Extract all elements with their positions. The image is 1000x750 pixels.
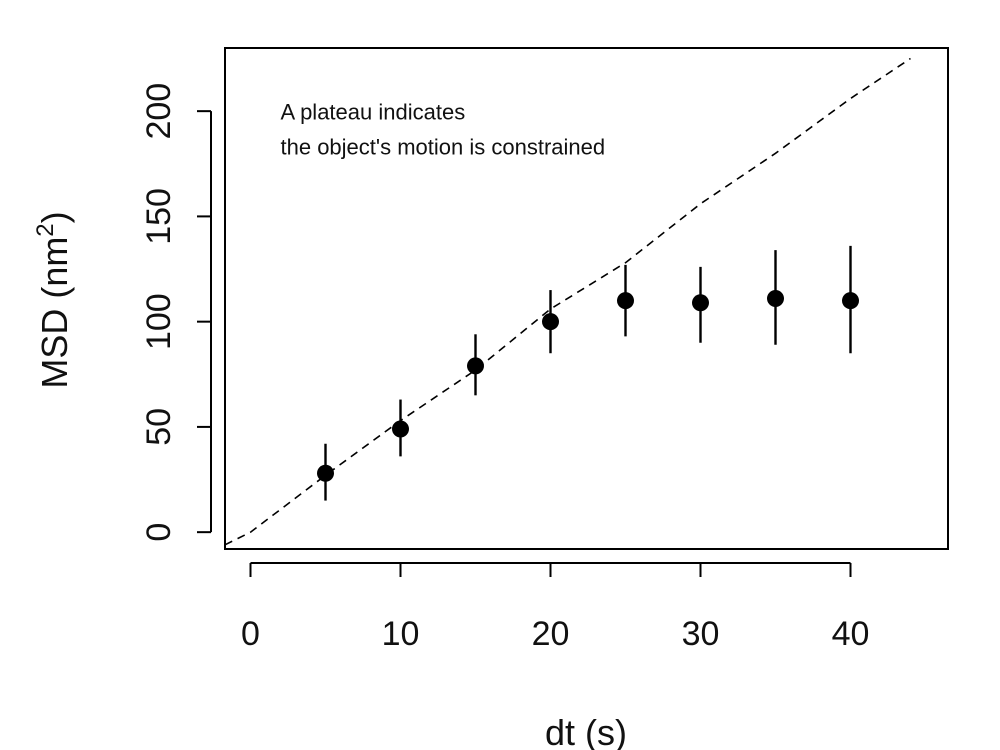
data-point-4 xyxy=(542,313,559,331)
y-axis-label-superscript: 2 xyxy=(32,223,59,236)
data-point-8 xyxy=(842,292,859,310)
reference-line-group xyxy=(224,57,911,546)
y-axis-label-close: ) xyxy=(34,211,75,223)
plot-frame xyxy=(224,47,949,550)
y-axis-label: MSD (nm2) xyxy=(32,211,75,388)
data-point-5 xyxy=(617,292,634,310)
x-tick-label-20: 20 xyxy=(532,615,570,653)
data-point-6 xyxy=(692,294,709,312)
x-axis: 0 10 20 30 40 xyxy=(241,562,870,653)
y-tick-label-0: 0 xyxy=(140,523,178,542)
x-tick-label-40: 40 xyxy=(832,615,870,653)
x-tick-label-30: 30 xyxy=(682,615,720,653)
reference-dashed-line xyxy=(224,57,911,546)
x-axis-label: dt (s) xyxy=(545,712,627,750)
data-points-group xyxy=(317,245,859,501)
data-point-1 xyxy=(317,464,334,482)
data-point-3 xyxy=(467,357,484,375)
y-tick-label-150: 150 xyxy=(140,188,178,245)
data-point-7 xyxy=(767,290,784,307)
y-tick-label-100: 100 xyxy=(140,293,178,350)
data-point-2 xyxy=(392,420,409,438)
annotation-line-1: A plateau indicates xyxy=(281,100,466,125)
y-axis: 0 50 100 150 200 xyxy=(140,83,212,542)
x-tick-label-10: 10 xyxy=(382,615,420,653)
annotation-line-2: the object's motion is constrained xyxy=(281,135,606,160)
x-tick-label-0: 0 xyxy=(241,615,260,653)
y-axis-label-main: MSD (nm xyxy=(34,237,75,389)
y-tick-label-50: 50 xyxy=(140,408,178,446)
y-tick-label-200: 200 xyxy=(140,83,178,140)
